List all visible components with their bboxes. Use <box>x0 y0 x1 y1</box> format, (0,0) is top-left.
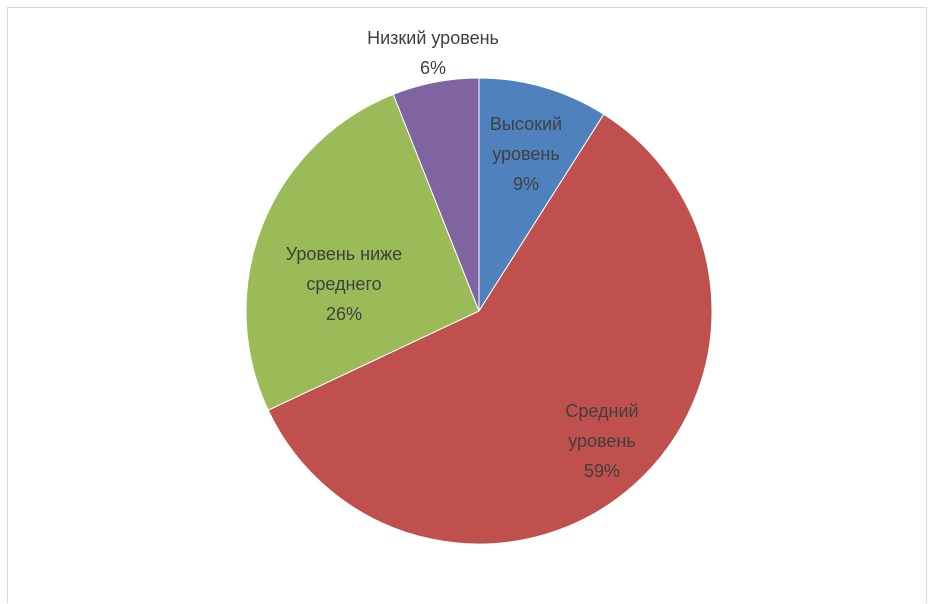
pie-label-line: уровень <box>568 431 636 451</box>
pie-label-line: 26% <box>326 304 362 324</box>
pie-label-line: среднего <box>306 274 381 294</box>
pie-label-3: Уровень ниже среднего 26% <box>286 244 402 324</box>
pie-label-line: Уровень ниже <box>286 244 402 264</box>
pie-chart: Высокий уровень 9% Средний уровень 59% Уровень… <box>245 28 713 545</box>
pie-label-2: Средний уровень 59% <box>565 401 638 481</box>
pie-label-1: Высокий уровень 9% <box>490 114 562 194</box>
pie-slices <box>245 77 713 545</box>
chart-area: Высокий уровень 9% Средний уровень 59% Уровень… <box>7 7 927 603</box>
pie-label-line: 59% <box>584 461 620 481</box>
pie-slice-2 <box>267 113 713 545</box>
pie-slice-4 <box>392 77 480 312</box>
pie-slice-1 <box>478 77 605 313</box>
pie-labels: Высокий уровень 9% Средний уровень 59% Уровень… <box>286 28 639 481</box>
pie-label-line: Низкий уровень <box>367 28 499 48</box>
pie-slice-3 <box>245 93 480 411</box>
pie-label-4: Низкий уровень 6% <box>367 28 499 78</box>
pie-label-line: 6% <box>420 58 446 78</box>
pie-label-line: 9% <box>513 174 539 194</box>
pie-label-line: уровень <box>492 144 560 164</box>
pie-label-line: Высокий <box>490 114 562 134</box>
pie-label-line: Средний <box>565 401 638 421</box>
